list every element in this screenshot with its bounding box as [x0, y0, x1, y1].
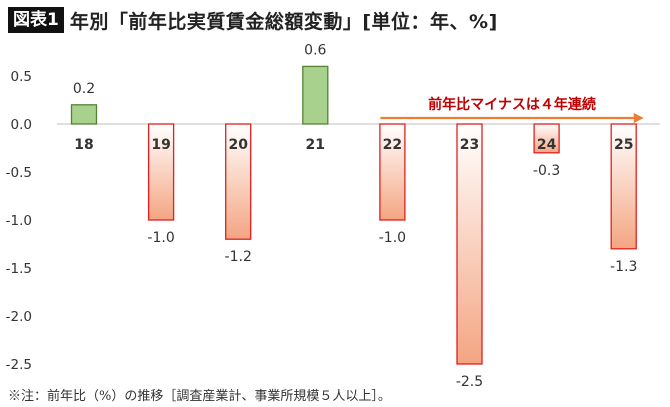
category-label-19: 19 [151, 137, 170, 153]
chart-title: 年別「前年比実質賃金総額変動」[単位：年、%] [69, 10, 498, 33]
bar-23 [456, 123, 483, 365]
bar-20 [225, 123, 252, 240]
category-label-20: 20 [228, 137, 248, 153]
y-tick-label: -2.0 [6, 309, 32, 325]
data-label-23: -2.5 [456, 374, 483, 390]
data-label-21: 0.6 [304, 42, 326, 58]
annotation: 前年比マイナスは４年連続 [380, 96, 644, 123]
category-label-22: 22 [383, 137, 402, 153]
annotation-text: 前年比マイナスは４年連続 [428, 96, 596, 113]
bar-19 [147, 123, 175, 221]
data-label-18: 0.2 [73, 81, 95, 97]
bar-18 [70, 104, 98, 125]
data-labels: 0.2 -1.0 -1.2 0.6 -1.0 -2.5 -0.3 -1.3 [73, 42, 637, 390]
bar-25 [610, 123, 637, 250]
bar-21 [302, 65, 329, 125]
footnote: ※注：前年比（%）の推移［調査産業計、事業所規模５人以上］。 [8, 389, 391, 404]
category-label-24: 24 [537, 137, 557, 153]
y-tick-label: 0.0 [11, 117, 32, 133]
data-label-24: -0.3 [533, 163, 560, 179]
data-label-20: -1.2 [225, 249, 252, 265]
y-tick-label: -1.5 [6, 261, 32, 277]
y-axis: 0.5 0.0 -0.5 -1.0 -1.5 -2.0 -2.5 [6, 69, 660, 373]
category-label-25: 25 [614, 137, 633, 153]
annotation-arrow-head [633, 113, 644, 123]
bar-22 [379, 123, 406, 221]
y-tick-label: 0.5 [11, 69, 32, 85]
chart-header: 図表1 年別「前年比実質賃金総額変動」[単位：年、%] [8, 6, 498, 34]
data-label-22: -1.0 [379, 230, 406, 246]
y-tick-label: -2.5 [6, 357, 32, 373]
data-label-25: -1.3 [610, 259, 637, 275]
bar-24 [533, 123, 560, 154]
category-labels: 18 19 20 21 22 23 24 25 [74, 137, 633, 153]
y-tick-label: -0.5 [6, 165, 32, 181]
category-label-18: 18 [74, 137, 93, 153]
category-label-21: 21 [306, 137, 325, 153]
y-tick-label: -1.0 [6, 213, 32, 229]
category-label-23: 23 [460, 137, 479, 153]
bars [70, 65, 637, 365]
data-label-19: -1.0 [147, 230, 174, 246]
figure-badge: 図表1 [8, 7, 64, 33]
